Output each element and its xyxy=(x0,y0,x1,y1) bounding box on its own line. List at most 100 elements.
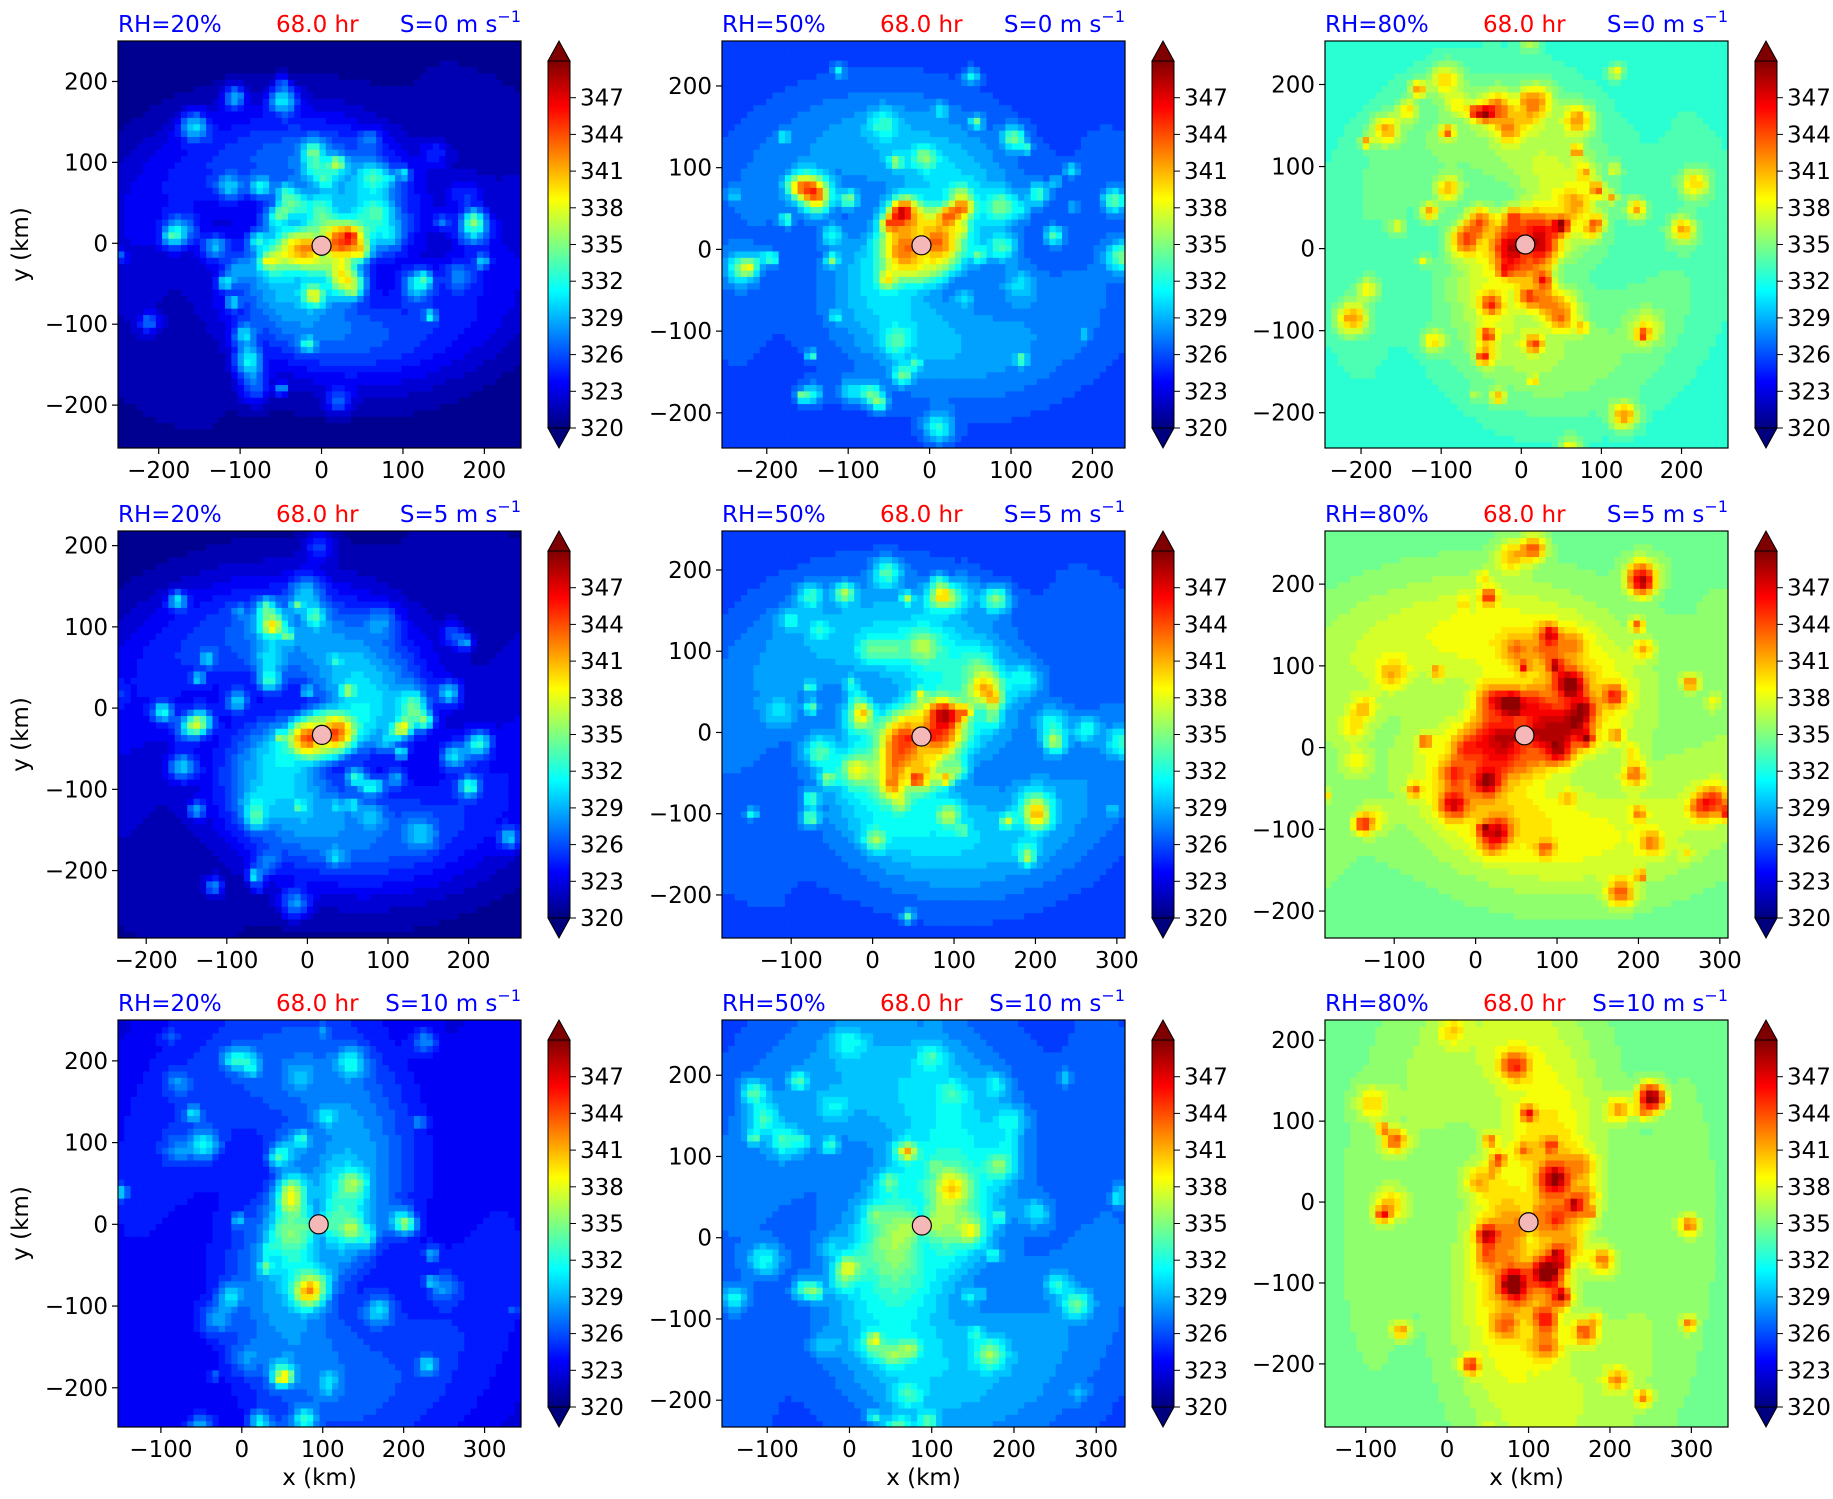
colorbar-tick-label: 335 xyxy=(1184,723,1228,749)
x-tick-label: 0 xyxy=(1514,458,1529,484)
colorbar-max-extend xyxy=(1754,529,1778,552)
colorbar-tick-label: 344 xyxy=(1787,122,1831,148)
x-tick-label: −200 xyxy=(735,458,798,484)
x-tick-label: −100 xyxy=(1410,458,1473,484)
y-tick-label: −100 xyxy=(1252,1271,1315,1297)
x-tick-label: −100 xyxy=(817,458,880,484)
axes-frame xyxy=(721,530,1126,939)
x-tick-label: 100 xyxy=(910,1437,954,1463)
x-tick-label: −100 xyxy=(760,948,823,974)
shear-label: S=5 m s−1 xyxy=(1607,497,1728,528)
x-tick-label: 0 xyxy=(1468,948,1483,974)
y-axis-label: y (km) xyxy=(8,697,34,772)
colorbar-tick-label: 320 xyxy=(580,1395,624,1421)
time-label: 68.0 hr xyxy=(880,12,963,38)
colorbar-min-extend xyxy=(1151,917,1175,940)
time-label: 68.0 hr xyxy=(276,12,359,38)
colorbar-tick-label: 329 xyxy=(1184,796,1228,822)
y-tick-label: 100 xyxy=(668,1144,712,1170)
colorbar-tick-label: 347 xyxy=(580,1065,624,1091)
theta-e-field xyxy=(1325,41,1728,448)
rh-label: RH=20% xyxy=(118,12,222,38)
x-tick-label: 300 xyxy=(1669,1437,1713,1463)
time-label: 68.0 hr xyxy=(276,502,359,528)
shear-label: S=0 m s−1 xyxy=(400,7,521,38)
colorbar-tick-label: 341 xyxy=(580,159,624,185)
x-tick-label: 200 xyxy=(1660,458,1704,484)
y-tick-label: −100 xyxy=(1252,817,1315,843)
panel-7: −100 0 100 200 300 −200 −100 0 100 200 y (km) x (km… xyxy=(8,986,624,1491)
x-tick-label: 0 xyxy=(922,458,937,484)
x-tick-label: 0 xyxy=(300,948,315,974)
colorbar-tick-label: 338 xyxy=(1184,686,1228,712)
time-label: 68.0 hr xyxy=(1483,12,1566,38)
colorbar-tick-label: 335 xyxy=(580,1212,624,1238)
x-tick-label: 100 xyxy=(1579,458,1623,484)
colorbar-tick-label: 338 xyxy=(580,1175,624,1201)
rh-label: RH=80% xyxy=(1325,502,1429,528)
colorbar-tick-label: 332 xyxy=(1787,269,1831,295)
x-tick-label: 100 xyxy=(1535,948,1579,974)
colorbar-tick-label: 341 xyxy=(1184,649,1228,675)
colorbar-tick-label: 335 xyxy=(1184,233,1228,259)
colorbar-tick-label: 326 xyxy=(1184,1322,1228,1348)
panel-4: −200 −100 0 100 200 −200 −100 0 100 200 y (km) RH=2… xyxy=(8,497,624,974)
colorbar-tick-label: 320 xyxy=(580,906,624,932)
y-tick-label: 100 xyxy=(64,1131,108,1157)
y-axis-label: y (km) xyxy=(8,207,34,282)
y-tick-label: 0 xyxy=(93,231,108,257)
storm-center-marker xyxy=(1515,234,1536,255)
x-tick-label: 300 xyxy=(1074,1437,1118,1463)
colorbar: 320 323 326 329 332 335 338 341 344 347 xyxy=(547,39,624,450)
x-tick-label: 200 xyxy=(1588,1437,1632,1463)
x-tick-label: 100 xyxy=(381,458,425,484)
shear-label: S=10 m s−1 xyxy=(989,986,1125,1017)
x-tick-label: 100 xyxy=(932,948,976,974)
y-tick-label: 200 xyxy=(1271,1028,1315,1054)
axes-frame xyxy=(117,530,522,939)
x-tick-label: 300 xyxy=(463,1437,507,1463)
y-tick-label: −200 xyxy=(45,393,108,419)
y-tick-label: 200 xyxy=(1271,72,1315,98)
colorbar-tick-label: 332 xyxy=(1787,1248,1831,1274)
colorbar-max-extend xyxy=(547,1018,571,1041)
colorbar-tick-label: 329 xyxy=(1787,796,1831,822)
colorbar-max-extend xyxy=(1151,529,1175,552)
panel-3: −200 −100 0 100 200 −200 −100 0 100 200 RH=80% 68.0… xyxy=(1252,7,1831,484)
panel-9: −100 0 100 200 300 −200 −100 0 100 200 x (km) RH=80… xyxy=(1252,986,1831,1491)
y-tick-label: 200 xyxy=(64,69,108,95)
colorbar-tick-label: 332 xyxy=(1787,759,1831,785)
colorbar-max-extend xyxy=(1754,1018,1778,1041)
x-tick-label: −100 xyxy=(1334,1437,1397,1463)
x-tick-label: −100 xyxy=(209,458,272,484)
colorbar-tick-label: 323 xyxy=(580,379,624,405)
y-tick-label: −100 xyxy=(649,802,712,828)
axes-frame xyxy=(117,1019,522,1428)
colorbar-tick-label: 323 xyxy=(1787,1358,1831,1384)
y-tick-label: 0 xyxy=(93,696,108,722)
colorbar-tick-label: 320 xyxy=(580,416,624,442)
colorbar-tick-label: 332 xyxy=(580,759,624,785)
x-tick-label: −100 xyxy=(129,1437,192,1463)
colorbar-min-extend xyxy=(547,427,571,450)
colorbar-tick-label: 326 xyxy=(1184,343,1228,369)
colorbar-max-extend xyxy=(1151,39,1175,62)
y-tick-label: 200 xyxy=(668,1063,712,1089)
x-tick-label: −200 xyxy=(1329,458,1392,484)
panel-2: −200 −100 0 100 200 −200 −100 0 100 200 RH=50% 68.0… xyxy=(649,7,1228,484)
y-tick-label: 100 xyxy=(1271,155,1315,181)
axes-frame xyxy=(117,40,522,449)
x-tick-label: 0 xyxy=(842,1437,857,1463)
panel-5: −100 0 100 200 300 −200 −100 0 100 200 RH=50% 68.0 … xyxy=(649,497,1228,974)
y-tick-label: 0 xyxy=(1300,237,1315,263)
y-tick-label: −200 xyxy=(1252,401,1315,427)
colorbar-tick-label: 344 xyxy=(1787,1101,1831,1127)
panel-1: −200 −100 0 100 200 −200 −100 0 100 200 y (km) RH=2… xyxy=(8,7,624,484)
colorbar-tick-label: 344 xyxy=(580,612,624,638)
colorbar-tick-label: 338 xyxy=(1184,196,1228,222)
colorbar-tick-label: 341 xyxy=(580,1138,624,1164)
colorbar-tick-label: 323 xyxy=(1787,379,1831,405)
x-tick-label: 200 xyxy=(1070,458,1114,484)
x-tick-label: 100 xyxy=(989,458,1033,484)
y-tick-label: −200 xyxy=(1252,899,1315,925)
